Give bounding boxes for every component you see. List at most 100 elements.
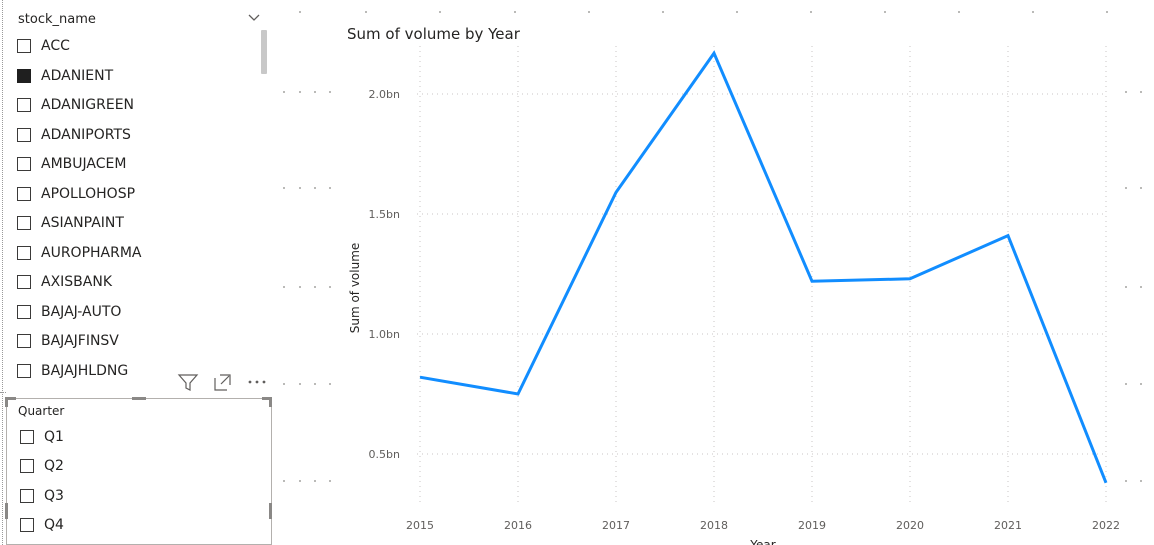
checkbox[interactable] [17,216,31,230]
stock-item[interactable]: APOLLOHOSP [17,183,135,205]
stock-item-label: ADANIENT [41,67,114,84]
focus-mode-icon[interactable] [211,371,233,393]
slicer-title: stock_name [18,12,96,27]
guide-dot [1140,383,1142,385]
guide-dot [1140,480,1142,482]
resize-handle[interactable] [132,397,146,400]
quarter-slicer[interactable]: Quarter Q1 Q2 Q3 Q4 [5,397,272,545]
stock-item-label: AUROPHARMA [41,244,142,261]
resize-handle[interactable] [6,397,16,400]
guide-dot [314,187,316,189]
stock-item[interactable]: ADANIENT [17,65,113,87]
checkbox[interactable] [17,127,31,142]
y-tick-label: 2.0bn [369,88,400,101]
checkbox[interactable] [17,334,31,348]
checkbox[interactable] [17,304,31,319]
series-line[interactable] [419,50,1108,484]
checkbox[interactable] [17,275,31,289]
x-tick-label: 2019 [798,519,826,532]
checkbox[interactable] [20,459,34,474]
quarter-item-label: Q3 [44,487,64,504]
guide-dot [439,11,441,13]
guide-dot [314,383,316,385]
canvas-divider [0,392,6,393]
filter-icon[interactable] [177,371,199,393]
quarter-item[interactable]: Q3 [20,485,64,507]
checkbox[interactable] [17,245,31,260]
guide-dot [283,286,285,288]
stock-name-slicer[interactable]: stock_name ACC ADANIENT ADANIGREEN ADANIPOR… [0,0,276,392]
guide-dot [1125,187,1127,189]
data-point[interactable] [513,389,523,399]
guide-dot [283,480,285,482]
stock-item[interactable]: BAJAJ-AUTO [17,301,121,323]
stock-item-label: BAJAJHLDNG [41,362,129,379]
guide-dot [299,11,301,13]
guide-dot [314,286,316,288]
resize-handle[interactable] [5,397,8,407]
more-options-icon[interactable] [246,371,268,393]
x-axis-title: Year [749,538,775,545]
checkbox[interactable] [17,157,31,171]
slicer-title: Quarter [18,404,65,418]
data-point[interactable] [1101,478,1111,488]
checkbox[interactable] [17,98,31,112]
resize-handle[interactable] [262,397,272,400]
y-tick-label: 1.5bn [369,208,400,221]
stock-item[interactable]: ASIANPAINT [17,212,124,234]
quarter-item[interactable]: Q2 [20,455,64,477]
checkbox[interactable] [17,186,31,201]
resize-handle[interactable] [269,397,272,407]
stock-item[interactable]: BAJAJHLDNG [17,360,128,382]
x-tick-label: 2020 [896,519,924,532]
stock-item[interactable]: BAJAJFINSV [17,330,119,352]
checkbox[interactable] [20,430,34,444]
guide-dot [1140,91,1142,93]
checkbox[interactable] [20,488,34,503]
stock-item[interactable]: ADANIPORTS [17,124,131,146]
data-point[interactable] [611,187,621,197]
data-point[interactable] [709,48,719,58]
stock-item[interactable]: AUROPHARMA [17,242,142,264]
quarter-item-label: Q4 [44,516,64,533]
stock-item-label: ACC [41,38,70,54]
guide-dot [1140,187,1142,189]
checkbox-checked[interactable] [17,68,31,83]
quarter-item[interactable]: Q4 [20,514,64,536]
guide-dot [299,286,301,288]
resize-handle[interactable] [269,503,272,519]
canvas-left-edge [2,0,3,545]
guide-dot [365,11,367,13]
guide-dot [1032,11,1034,13]
stock-item-label: BAJAJ-AUTO [41,303,122,320]
data-point[interactable] [807,276,817,286]
checkbox[interactable] [20,517,34,532]
stock-item[interactable]: ACC [17,35,70,57]
chevron-down-icon[interactable] [246,10,262,26]
slicer-scrollbar[interactable] [261,30,267,74]
checkbox[interactable] [17,39,31,53]
guide-dot [329,480,331,482]
y-tick-label: 1.0bn [369,328,400,341]
data-point[interactable] [415,372,425,382]
guide-dot [299,187,301,189]
guide-dot [299,91,301,93]
guide-dot [314,91,316,93]
guide-dot [1125,286,1127,288]
quarter-item[interactable]: Q1 [20,426,64,448]
x-tick-label: 2021 [994,519,1022,532]
checkbox[interactable] [17,363,31,378]
guide-dot [299,480,301,482]
data-point[interactable] [905,274,915,284]
quarter-item-label: Q2 [44,458,64,475]
stock-item[interactable]: ADANIGREEN [17,94,134,116]
stock-item[interactable]: AXISBANK [17,271,112,293]
stock-item[interactable]: AMBUJACEM [17,153,126,175]
resize-handle[interactable] [5,503,8,519]
guide-dot [736,11,738,13]
data-point[interactable] [1003,231,1013,241]
guide-dot [314,480,316,482]
stock-item-label: AXISBANK [41,274,113,290]
guide-dot [329,286,331,288]
